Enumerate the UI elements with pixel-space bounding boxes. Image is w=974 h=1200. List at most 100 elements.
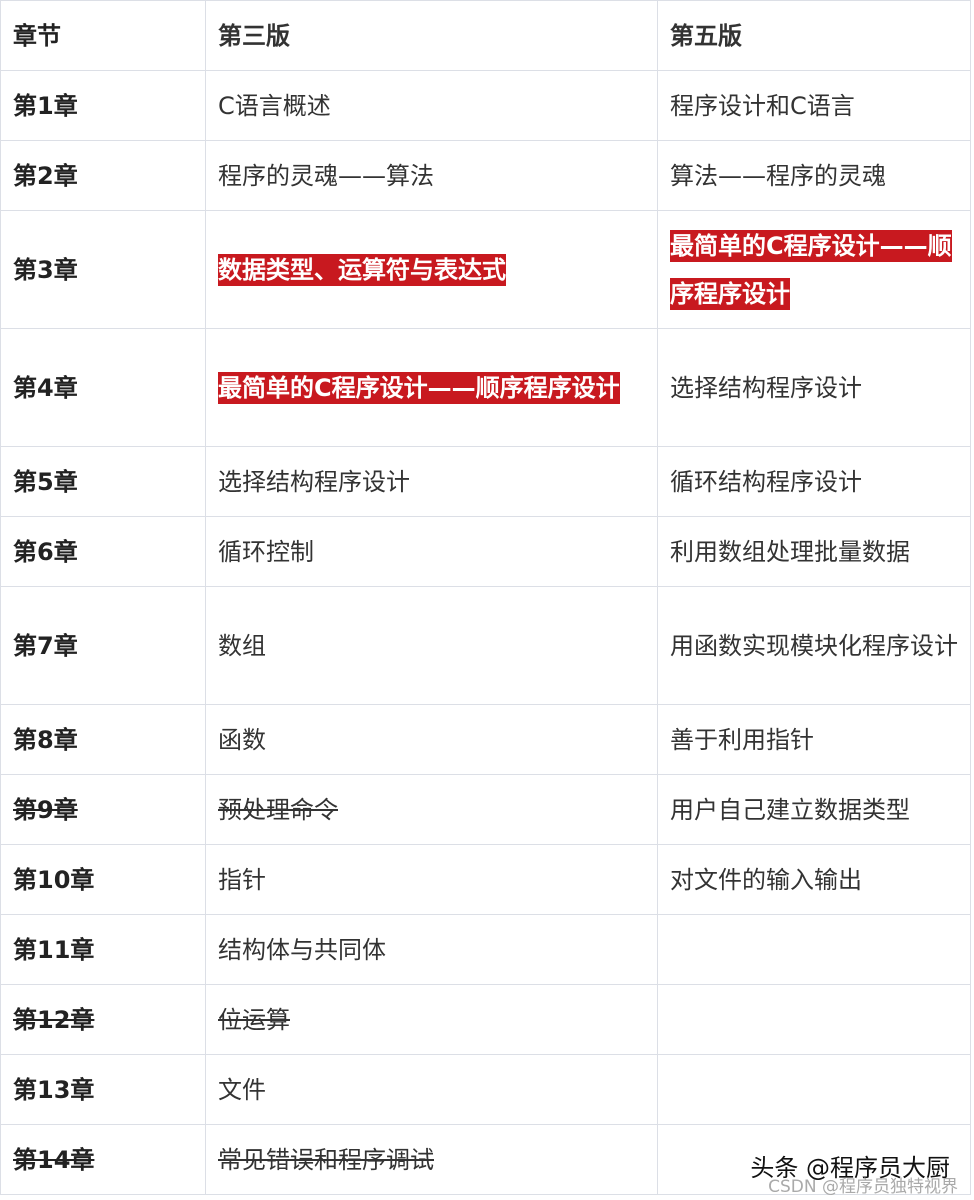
third-edition-cell-text: 结构体与共同体 [218,935,386,964]
chapter-cell: 第12章 [0,984,206,1055]
third-edition-cell-text: 常见错误和程序调试 [218,1145,434,1174]
table-row: 第9章 预处理命令 用户自己建立数据类型 [0,774,971,845]
third-edition-cell-text: 程序的灵魂——算法 [218,161,434,190]
chapter-cell: 第10章 [0,844,206,915]
third-edition-cell-text: 预处理命令 [218,795,338,824]
fifth-edition-cell-text: 善于利用指针 [670,725,814,754]
table-row: 第4章 最简单的C程序设计——顺序程序设计 选择结构程序设计 [0,328,971,447]
table-row: 第8章 函数 善于利用指针 [0,704,971,775]
header-fifth-edition: 第五版 [657,0,971,71]
third-edition-cell: 常见错误和程序调试 [205,1124,658,1195]
third-edition-cell: 循环控制 [205,516,658,587]
fifth-edition-cell-text: 对文件的输入输出 [670,865,862,894]
fifth-edition-cell: 最简单的C程序设计——顺序程序设计 [657,210,971,329]
chapter-cell-text: 第4章 [13,373,78,402]
third-edition-cell: 数组 [205,586,658,705]
third-edition-cell: 数据类型、运算符与表达式 [205,210,658,329]
third-edition-cell-text: 文件 [218,1075,266,1104]
chapter-cell: 第11章 [0,914,206,985]
third-edition-cell-text: 位运算 [218,1005,290,1034]
table-row: 第5章 选择结构程序设计 循环结构程序设计 [0,446,971,517]
fifth-edition-cell: 用户自己建立数据类型 [657,774,971,845]
chapter-cell: 第14章 [0,1124,206,1195]
fifth-edition-cell-text: 循环结构程序设计 [670,467,862,496]
fifth-edition-cell-text: 程序设计和C语言 [670,91,855,120]
fifth-edition-cell: 循环结构程序设计 [657,446,971,517]
chapter-cell: 第7章 [0,586,206,705]
third-edition-cell: 位运算 [205,984,658,1055]
chapter-cell: 第1章 [0,70,206,141]
chapter-cell-text: 第2章 [13,161,78,190]
third-edition-cell: C语言概述 [205,70,658,141]
chapter-cell-text: 第12章 [13,1005,95,1034]
fifth-edition-cell: 程序设计和C语言 [657,70,971,141]
chapter-cell-text: 第9章 [13,795,78,824]
fifth-edition-cell: 利用数组处理批量数据 [657,516,971,587]
third-edition-cell-text: 选择结构程序设计 [218,467,410,496]
third-edition-cell: 选择结构程序设计 [205,446,658,517]
fifth-edition-cell: 算法——程序的灵魂 [657,140,971,211]
fifth-edition-cell [657,914,971,985]
chapter-cell: 第5章 [0,446,206,517]
chapter-cell-text: 第8章 [13,725,78,754]
chapter-cell: 第13章 [0,1054,206,1125]
third-edition-cell: 程序的灵魂——算法 [205,140,658,211]
chapter-cell-text: 第14章 [13,1145,95,1174]
fifth-edition-cell: 选择结构程序设计 [657,328,971,447]
chapter-cell: 第6章 [0,516,206,587]
chapter-cell-text: 第13章 [13,1075,95,1104]
table-row: 第14章 常见错误和程序调试 [0,1124,971,1195]
third-edition-cell-text: C语言概述 [218,91,331,120]
third-edition-cell-text: 数组 [218,631,266,660]
chapter-cell: 第8章 [0,704,206,775]
fifth-edition-cell-text: 选择结构程序设计 [670,373,862,402]
chapter-cell: 第4章 [0,328,206,447]
chapter-cell: 第2章 [0,140,206,211]
header-row: 章节 第三版 第五版 [0,0,971,71]
chapter-cell-text: 第7章 [13,631,78,660]
third-edition-cell: 指针 [205,844,658,915]
table-row: 第11章 结构体与共同体 [0,914,971,985]
fifth-edition-cell: 善于利用指针 [657,704,971,775]
third-edition-cell: 函数 [205,704,658,775]
chapter-cell-text: 第6章 [13,537,78,566]
chapter-cell: 第3章 [0,210,206,329]
table-row: 第10章 指针 对文件的输入输出 [0,844,971,915]
table-row: 第13章 文件 [0,1054,971,1125]
fifth-edition-cell-text: 用函数实现模块化程序设计 [670,631,958,660]
header-chapter: 章节 [0,0,206,71]
toutiao-watermark: 头条 @程序员大厨 [750,1154,950,1182]
table-row: 第6章 循环控制 利用数组处理批量数据 [0,516,971,587]
fifth-edition-cell: 对文件的输入输出 [657,844,971,915]
table-row: 第3章 数据类型、运算符与表达式 最简单的C程序设计——顺序程序设计 [0,210,971,329]
csdn-watermark: CSDN @程序员独特视界 [768,1177,958,1197]
chapter-cell-text: 第5章 [13,467,78,496]
table-row: 第1章 C语言概述 程序设计和C语言 [0,70,971,141]
fifth-edition-cell [657,984,971,1055]
third-edition-cell: 文件 [205,1054,658,1125]
chapter-cell-text: 第1章 [13,91,78,120]
third-edition-cell: 结构体与共同体 [205,914,658,985]
chapter-cell-text: 第10章 [13,865,95,894]
chapter-cell-text: 第11章 [13,935,95,964]
header-third-edition: 第三版 [205,0,658,71]
fifth-edition-cell-text: 算法——程序的灵魂 [670,161,886,190]
fifth-edition-cell-text: 用户自己建立数据类型 [670,795,910,824]
fifth-edition-cell-text: 最简单的C程序设计——顺序程序设计 [670,229,952,310]
third-edition-cell-text: 数据类型、运算符与表达式 [218,253,506,286]
table-row: 第12章 位运算 [0,984,971,1055]
chapter-cell-text: 第3章 [13,255,78,284]
third-edition-cell: 预处理命令 [205,774,658,845]
third-edition-cell: 最简单的C程序设计——顺序程序设计 [205,328,658,447]
table-row: 第7章 数组 用函数实现模块化程序设计 [0,586,971,705]
third-edition-cell-text: 函数 [218,725,266,754]
third-edition-cell-text: 指针 [218,865,266,894]
fifth-edition-cell: 用函数实现模块化程序设计 [657,586,971,705]
fifth-edition-cell [657,1124,971,1195]
table-row: 第2章 程序的灵魂——算法 算法——程序的灵魂 [0,140,971,211]
third-edition-cell-text: 循环控制 [218,537,314,566]
third-edition-cell-text: 最简单的C程序设计——顺序程序设计 [218,371,620,404]
fifth-edition-cell [657,1054,971,1125]
fifth-edition-cell-text: 利用数组处理批量数据 [670,537,910,566]
